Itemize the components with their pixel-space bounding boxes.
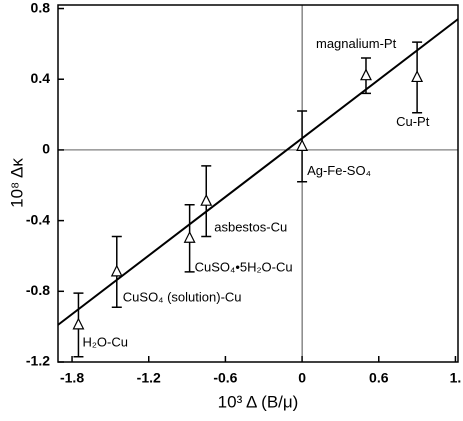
point-label: CuSO₄•5H₂O-Cu <box>195 260 293 275</box>
point <box>411 70 424 83</box>
y-tick-label: -1.2 <box>26 353 50 369</box>
point <box>360 68 372 81</box>
point <box>110 264 123 277</box>
x-axis-label: 10³ Δ (B/μ) <box>218 392 299 411</box>
x-tick-label: 1. <box>450 370 462 386</box>
point <box>296 139 309 151</box>
y-tick-label: -0.4 <box>26 211 50 227</box>
fit-line <box>57 18 459 326</box>
point-label: magnalium-Pt <box>316 36 397 51</box>
point <box>200 193 213 206</box>
y-tick-label: 0.4 <box>31 70 51 86</box>
x-tick-label: 0.6 <box>369 370 389 386</box>
y-tick-label: -0.8 <box>26 282 50 298</box>
x-tick-label: -0.6 <box>213 370 237 386</box>
plot-frame <box>57 4 459 363</box>
point-label: Cu-Pt <box>396 114 430 129</box>
x-tick-label: -1.2 <box>137 370 161 386</box>
x-tick-label: -1.8 <box>60 370 84 386</box>
point-label: H₂O-Cu <box>82 334 128 349</box>
point-label: asbestos-Cu <box>214 220 287 235</box>
y-tick-label: 0 <box>42 141 50 157</box>
point <box>183 230 196 243</box>
x-tick-label: 0 <box>298 370 306 386</box>
y-tick-label: 0.8 <box>31 0 51 15</box>
point-label: Ag-Fe-SO₄ <box>307 163 371 178</box>
point <box>72 317 85 330</box>
y-axis-label: 10⁸ Δκ <box>7 158 26 208</box>
point-label: CuSO₄ (solution)-Cu <box>123 289 242 304</box>
